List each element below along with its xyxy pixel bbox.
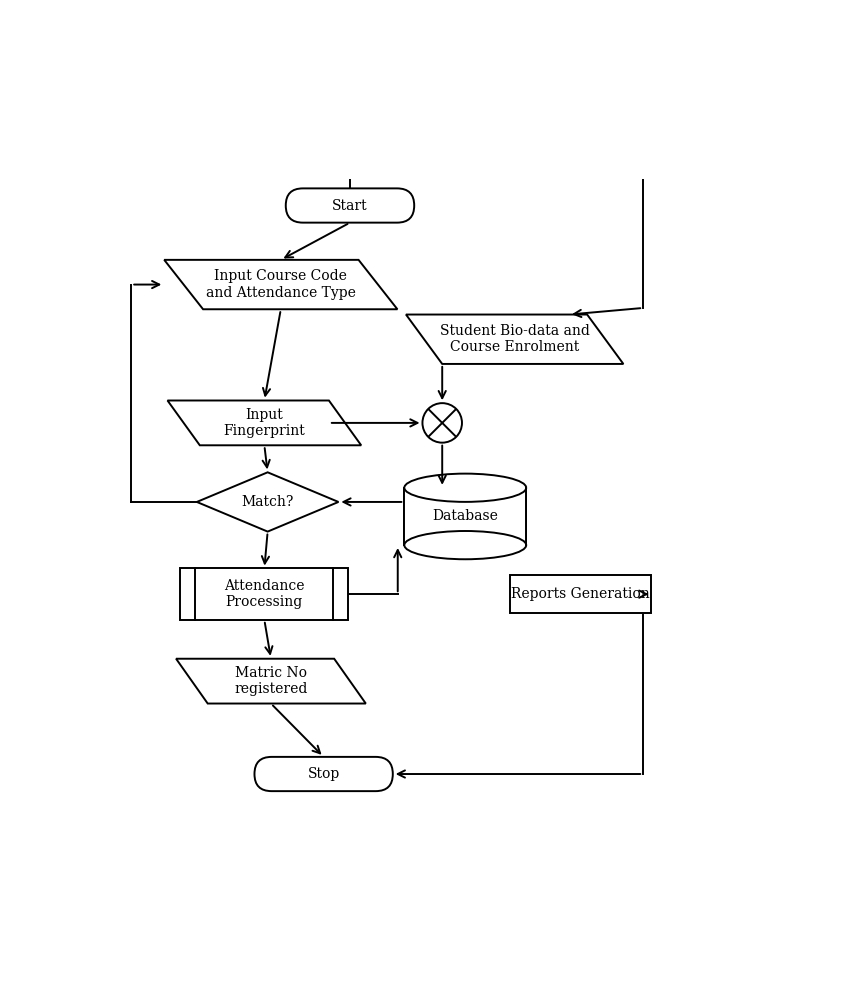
Polygon shape [167, 401, 361, 445]
Ellipse shape [405, 473, 526, 501]
Circle shape [422, 403, 462, 443]
Text: Database: Database [433, 510, 498, 524]
FancyBboxPatch shape [286, 188, 414, 223]
Polygon shape [406, 314, 623, 364]
Polygon shape [164, 260, 398, 309]
FancyBboxPatch shape [180, 569, 348, 620]
Text: Reports Generation: Reports Generation [511, 587, 650, 601]
Text: Matric No
registered: Matric No registered [235, 666, 308, 696]
Text: Start: Start [332, 198, 368, 212]
Polygon shape [176, 659, 366, 704]
Text: Input Course Code
and Attendance Type: Input Course Code and Attendance Type [206, 270, 356, 300]
FancyBboxPatch shape [403, 472, 528, 487]
Text: Student Bio-data and
Course Enrolment: Student Bio-data and Course Enrolment [439, 324, 590, 354]
Ellipse shape [405, 531, 526, 559]
Text: Input
Fingerprint: Input Fingerprint [224, 408, 305, 438]
FancyBboxPatch shape [254, 757, 393, 792]
Text: Attendance
Processing: Attendance Processing [224, 579, 304, 609]
FancyBboxPatch shape [405, 487, 526, 545]
Text: Match?: Match? [241, 495, 294, 509]
Polygon shape [197, 472, 338, 532]
FancyBboxPatch shape [510, 575, 651, 613]
Text: Stop: Stop [308, 767, 340, 781]
